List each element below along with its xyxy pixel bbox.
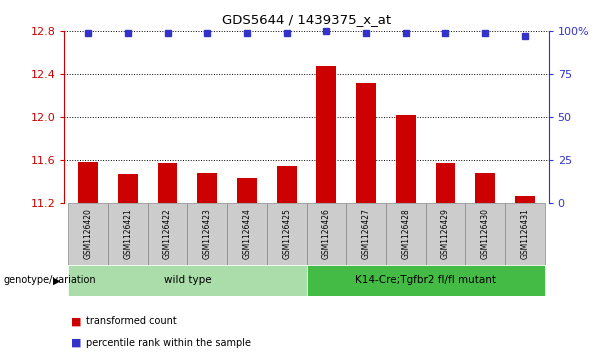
Text: GSM1126429: GSM1126429 xyxy=(441,208,450,259)
Bar xyxy=(148,203,188,265)
Bar xyxy=(346,203,386,265)
Text: GSM1126426: GSM1126426 xyxy=(322,208,331,259)
Text: GSM1126425: GSM1126425 xyxy=(282,208,291,259)
Bar xyxy=(227,203,267,265)
Text: GSM1126427: GSM1126427 xyxy=(362,208,370,259)
Bar xyxy=(197,173,217,203)
Bar xyxy=(68,203,108,265)
Bar xyxy=(465,203,505,265)
Text: genotype/variation: genotype/variation xyxy=(3,276,96,285)
Text: wild type: wild type xyxy=(164,276,211,285)
Text: GSM1126421: GSM1126421 xyxy=(123,208,132,259)
Bar xyxy=(118,174,138,203)
Bar xyxy=(68,265,306,296)
Bar xyxy=(515,196,535,203)
Text: percentile rank within the sample: percentile rank within the sample xyxy=(86,338,251,348)
Text: GSM1126431: GSM1126431 xyxy=(520,208,529,259)
Text: GSM1126430: GSM1126430 xyxy=(481,208,490,259)
Bar xyxy=(356,82,376,203)
Bar xyxy=(276,166,297,203)
Bar xyxy=(237,179,257,203)
Bar xyxy=(435,163,455,203)
Bar xyxy=(306,203,346,265)
Text: GSM1126420: GSM1126420 xyxy=(84,208,93,259)
Bar xyxy=(158,163,178,203)
Bar xyxy=(316,66,337,203)
Text: GSM1126422: GSM1126422 xyxy=(163,208,172,259)
Text: GSM1126428: GSM1126428 xyxy=(402,208,410,259)
Bar xyxy=(188,203,227,265)
Text: transformed count: transformed count xyxy=(86,316,177,326)
Bar xyxy=(425,203,465,265)
Bar xyxy=(306,265,545,296)
Bar xyxy=(267,203,306,265)
Bar xyxy=(108,203,148,265)
Text: GDS5644 / 1439375_x_at: GDS5644 / 1439375_x_at xyxy=(222,13,391,26)
Text: GSM1126424: GSM1126424 xyxy=(243,208,251,259)
Text: ▶: ▶ xyxy=(53,276,60,285)
Bar xyxy=(386,203,425,265)
Bar xyxy=(475,173,495,203)
Text: ■: ■ xyxy=(70,316,81,326)
Text: K14-Cre;Tgfbr2 fl/fl mutant: K14-Cre;Tgfbr2 fl/fl mutant xyxy=(355,276,496,285)
Bar xyxy=(396,115,416,203)
Bar xyxy=(78,162,98,203)
Text: GSM1126423: GSM1126423 xyxy=(203,208,211,259)
Text: ■: ■ xyxy=(70,338,81,348)
Bar xyxy=(505,203,545,265)
